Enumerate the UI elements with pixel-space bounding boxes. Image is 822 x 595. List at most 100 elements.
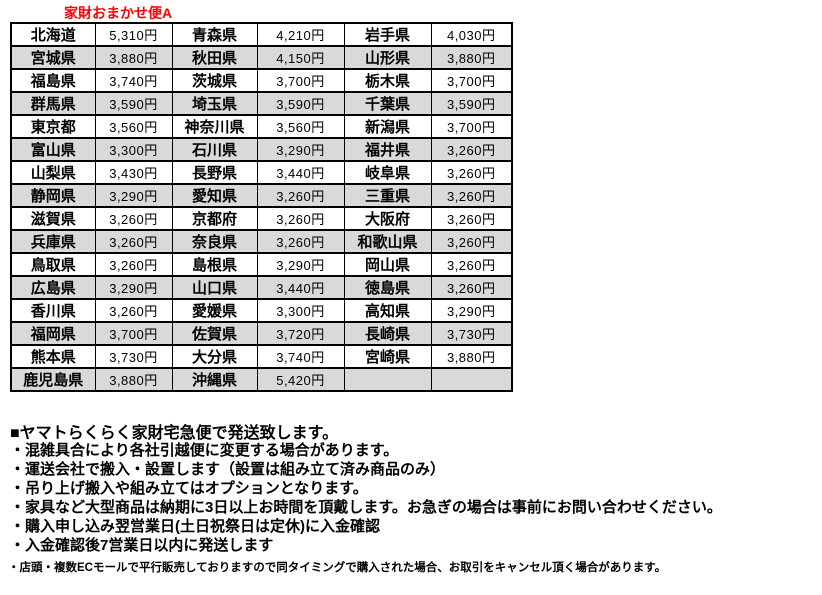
prefecture-cell: 鳥取県 [10,252,96,277]
price-cell: 3,880円 [94,45,173,70]
prefecture-cell: 北海道 [10,22,96,47]
prefecture-cell: 香川県 [10,298,96,323]
prefecture-cell: 鹿児島県 [10,367,96,392]
prefecture-cell: 福井県 [343,137,432,162]
fee-table-body: 北海道 5,310円 青森県 4,210円 岩手県 4,030円 宮城県 3,880円 秋田県 4… [10,22,513,392]
price-cell: 3,720円 [256,321,345,346]
prefecture-cell: 青森県 [171,22,258,47]
prefecture-cell [343,367,432,392]
table-row: 北海道 5,310円 青森県 4,210円 岩手県 4,030円 [10,22,513,47]
prefecture-cell: 愛知県 [171,183,258,208]
prefecture-cell: 茨城県 [171,68,258,93]
note-bullet: ・家具など大型商品は納期に3日以上お時間を頂戴します。お急ぎの場合は事前にお問い… [10,499,722,516]
prefecture-cell: 大阪府 [343,206,432,231]
price-cell: 4,210円 [256,22,345,47]
parallel-sales-footnote: ・店頭・複数ECモールで平行販売しておりますので同タイミングで購入された場合、お… [8,562,667,574]
prefecture-cell: 宮城県 [10,45,96,70]
table-row: 鳥取県 3,260円 島根県 3,290円 岡山県 3,260円 [10,252,513,277]
prefecture-cell: 滋賀県 [10,206,96,231]
prefecture-cell: 長野県 [171,160,258,185]
table-row: 富山県 3,300円 石川県 3,290円 福井県 3,260円 [10,137,513,162]
price-cell: 3,700円 [430,114,513,139]
price-cell: 3,260円 [430,160,513,185]
prefecture-cell: 宮崎県 [343,344,432,369]
shipping-notes-list: ・混雑具合により各社引越便に変更する場合があります。 ・運送会社で搬入・設置しま… [10,441,722,555]
price-cell: 3,260円 [430,137,513,162]
prefecture-cell: 沖縄県 [171,367,258,392]
note-bullet: ・吊り上げ搬入や組み立てはオプションとなります。 [10,480,368,497]
price-cell: 3,730円 [94,344,173,369]
table-row: 熊本県 3,730円 大分県 3,740円 宮崎県 3,880円 [10,344,513,369]
price-cell: 3,300円 [94,137,173,162]
table-row: 宮城県 3,880円 秋田県 4,150円 山形県 3,880円 [10,45,513,70]
price-cell: 3,260円 [430,252,513,277]
prefecture-cell: 東京都 [10,114,96,139]
price-cell: 3,290円 [94,275,173,300]
page-title: 家財おまかせ便A [64,5,173,21]
price-cell: 3,300円 [256,298,345,323]
price-cell: 3,260円 [430,206,513,231]
price-cell: 3,740円 [256,344,345,369]
prefecture-cell: 富山県 [10,137,96,162]
price-cell: 3,730円 [430,321,513,346]
table-row: 香川県 3,260円 愛媛県 3,300円 高知県 3,290円 [10,298,513,323]
table-row: 兵庫県 3,260円 奈良県 3,260円 和歌山県 3,260円 [10,229,513,254]
shipping-fee-table: 北海道 5,310円 青森県 4,210円 岩手県 4,030円 宮城県 3,880円 秋田県 4… [10,22,513,392]
price-cell: 3,590円 [94,91,173,116]
price-cell: 3,440円 [256,275,345,300]
price-cell: 3,740円 [94,68,173,93]
table-row: 福岡県 3,700円 佐賀県 3,720円 長崎県 3,730円 [10,321,513,346]
prefecture-cell: 新潟県 [343,114,432,139]
price-cell: 5,310円 [94,22,173,47]
table-row: 鹿児島県 3,880円 沖縄県 5,420円 [10,367,513,392]
shipping-method-heading: ■ヤマトらくらく家財宅急便で発送致します。 [10,425,339,442]
note-bullet: ・混雑具合により各社引越便に変更する場合があります。 [10,442,399,459]
prefecture-cell: 福岡県 [10,321,96,346]
note-bullet: ・購入申し込み翌営業日(土日祝祭日は定休)に入金確認 [10,518,380,535]
price-cell: 3,560円 [256,114,345,139]
prefecture-cell: 岡山県 [343,252,432,277]
prefecture-cell: 愛媛県 [171,298,258,323]
price-cell: 3,560円 [94,114,173,139]
price-cell: 3,260円 [430,183,513,208]
price-cell: 3,430円 [94,160,173,185]
price-cell: 3,880円 [94,367,173,392]
prefecture-cell: 和歌山県 [343,229,432,254]
prefecture-cell: 山梨県 [10,160,96,185]
price-cell: 3,700円 [256,68,345,93]
prefecture-cell: 埼玉県 [171,91,258,116]
price-cell: 3,290円 [94,183,173,208]
price-cell: 3,590円 [256,91,345,116]
prefecture-cell: 岩手県 [343,22,432,47]
price-cell: 3,700円 [94,321,173,346]
prefecture-cell: 山形県 [343,45,432,70]
price-cell: 3,260円 [94,252,173,277]
price-cell: 3,260円 [256,206,345,231]
price-cell: 3,260円 [430,275,513,300]
table-row: 滋賀県 3,260円 京都府 3,260円 大阪府 3,260円 [10,206,513,231]
table-row: 群馬県 3,590円 埼玉県 3,590円 千葉県 3,590円 [10,91,513,116]
table-row: 東京都 3,560円 神奈川県 3,560円 新潟県 3,700円 [10,114,513,139]
prefecture-cell: 大分県 [171,344,258,369]
prefecture-cell: 山口県 [171,275,258,300]
prefecture-cell: 広島県 [10,275,96,300]
price-cell: 3,260円 [256,183,345,208]
price-cell: 3,440円 [256,160,345,185]
prefecture-cell: 秋田県 [171,45,258,70]
prefecture-cell: 福島県 [10,68,96,93]
prefecture-cell: 島根県 [171,252,258,277]
table-row: 福島県 3,740円 茨城県 3,700円 栃木県 3,700円 [10,68,513,93]
prefecture-cell: 三重県 [343,183,432,208]
price-cell: 4,150円 [256,45,345,70]
prefecture-cell: 熊本県 [10,344,96,369]
price-cell [430,367,513,392]
table-row: 広島県 3,290円 山口県 3,440円 徳島県 3,260円 [10,275,513,300]
table-row: 山梨県 3,430円 長野県 3,440円 岐阜県 3,260円 [10,160,513,185]
prefecture-cell: 高知県 [343,298,432,323]
price-cell: 3,260円 [94,206,173,231]
price-cell: 3,290円 [256,137,345,162]
prefecture-cell: 京都府 [171,206,258,231]
prefecture-cell: 群馬県 [10,91,96,116]
price-cell: 3,260円 [94,298,173,323]
table-row: 静岡県 3,290円 愛知県 3,260円 三重県 3,260円 [10,183,513,208]
